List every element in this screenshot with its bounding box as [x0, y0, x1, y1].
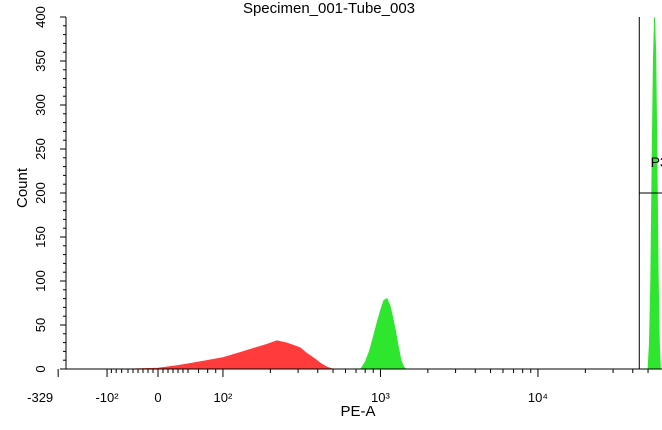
- y-tick-label: 200: [33, 182, 48, 204]
- series-1-area: [360, 298, 407, 370]
- y-axis-label: Count: [14, 167, 31, 208]
- x-tick-label: 10²: [214, 390, 233, 405]
- gate-layer: P3: [638, 17, 662, 369]
- x-tick-label: 10⁴: [528, 390, 548, 405]
- x-tick-label: 10³: [371, 390, 390, 405]
- series-0-area: [127, 340, 334, 370]
- y-tick-label: 350: [33, 50, 48, 72]
- y-tick-label: 100: [33, 270, 48, 292]
- x-tick-label: -329: [27, 390, 53, 405]
- axes-layer: 0 50 100 150 200 250 300 350 400 -329 -10² 0 10² 10³ 1…: [27, 6, 662, 405]
- y-tick-label: 50: [33, 318, 48, 332]
- series-layer: [127, 16, 661, 370]
- x-tick-label: 0: [154, 390, 161, 405]
- chart-title: Specimen_001-Tube_003: [243, 0, 415, 17]
- x-axis-label: PE-A: [340, 403, 375, 420]
- y-tick-label: 300: [33, 94, 48, 116]
- y-tick-label: 250: [33, 138, 48, 160]
- y-tick-label: 400: [33, 6, 48, 28]
- y-tick-label: 0: [33, 365, 48, 372]
- x-tick-label: -10²: [95, 390, 119, 405]
- gate-label: P3: [651, 154, 662, 170]
- y-tick-label: 150: [33, 226, 48, 248]
